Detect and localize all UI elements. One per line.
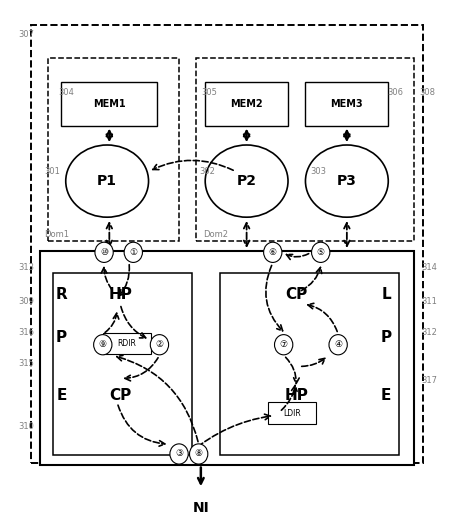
Text: 317: 317 [422, 376, 438, 386]
Bar [221, 272, 399, 456]
Text: ⑩: ⑩ [100, 248, 108, 257]
Text: ⑥: ⑥ [269, 248, 277, 257]
Ellipse shape [66, 145, 148, 217]
Text: 313: 313 [19, 263, 35, 272]
Circle shape [189, 444, 208, 464]
Text: RDIR: RDIR [117, 339, 136, 348]
Bar [61, 82, 157, 126]
Text: 309: 309 [19, 297, 35, 306]
Text: R: R [55, 287, 67, 302]
Circle shape [311, 242, 330, 263]
Circle shape [264, 242, 282, 263]
Text: P2: P2 [237, 174, 257, 188]
Bar [197, 58, 415, 241]
Bar [205, 82, 288, 126]
Bar [103, 333, 151, 354]
Text: ①: ① [129, 248, 138, 257]
Text: ⑦: ⑦ [280, 340, 288, 349]
Circle shape [124, 242, 143, 263]
Text: E: E [56, 388, 67, 403]
Text: 316: 316 [19, 328, 35, 337]
Text: ③: ③ [175, 450, 183, 458]
Text: P: P [56, 330, 67, 345]
Text: 303: 303 [311, 167, 326, 176]
Text: P: P [380, 330, 392, 345]
Text: P1: P1 [97, 174, 117, 188]
Text: 302: 302 [199, 167, 215, 176]
Circle shape [94, 335, 112, 355]
Text: 308: 308 [419, 88, 435, 97]
Circle shape [150, 335, 168, 355]
Text: CP: CP [109, 388, 131, 403]
Text: 310: 310 [19, 422, 35, 431]
Text: ⑧: ⑧ [195, 450, 203, 458]
Text: 311: 311 [422, 297, 438, 306]
Text: 307: 307 [19, 30, 35, 39]
Text: ④: ④ [334, 340, 342, 349]
Ellipse shape [306, 145, 388, 217]
Text: HP: HP [109, 287, 132, 302]
Circle shape [275, 335, 293, 355]
Text: NI: NI [192, 501, 209, 512]
Circle shape [95, 242, 113, 263]
Text: 312: 312 [422, 328, 438, 337]
Bar [39, 251, 415, 465]
Text: 305: 305 [202, 88, 217, 97]
Text: 315: 315 [19, 359, 35, 369]
Text: P3: P3 [337, 174, 357, 188]
Text: HP: HP [285, 388, 309, 403]
Text: ⑤: ⑤ [316, 248, 325, 257]
Bar [268, 402, 316, 424]
Text: ⑨: ⑨ [99, 340, 107, 349]
Circle shape [329, 335, 347, 355]
Text: 306: 306 [387, 88, 403, 97]
Text: MEM3: MEM3 [331, 99, 363, 109]
Text: LDIR: LDIR [283, 409, 301, 418]
Text: MEM1: MEM1 [93, 99, 126, 109]
Bar [53, 272, 192, 456]
Circle shape [170, 444, 188, 464]
Text: CP: CP [286, 287, 308, 302]
Text: ②: ② [155, 340, 163, 349]
Text: Dom1: Dom1 [44, 229, 69, 239]
Text: L: L [381, 287, 391, 302]
Bar [48, 58, 179, 241]
Ellipse shape [205, 145, 288, 217]
Bar [306, 82, 388, 126]
Text: MEM2: MEM2 [230, 99, 263, 109]
Text: E: E [381, 388, 391, 403]
Text: 301: 301 [45, 167, 60, 176]
Text: 314: 314 [422, 263, 438, 272]
Text: Dom2: Dom2 [203, 229, 229, 239]
Text: 304: 304 [58, 88, 74, 97]
